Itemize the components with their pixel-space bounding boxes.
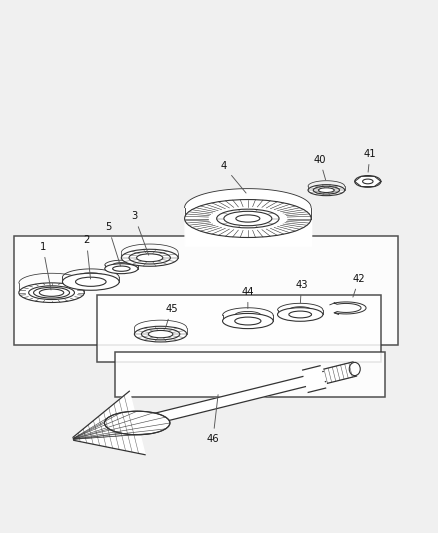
Ellipse shape — [39, 289, 64, 296]
Ellipse shape — [113, 266, 130, 271]
Text: 1: 1 — [39, 242, 51, 290]
Polygon shape — [323, 362, 356, 383]
Text: 45: 45 — [165, 304, 177, 327]
Ellipse shape — [33, 287, 69, 298]
Ellipse shape — [223, 211, 271, 225]
Text: 5: 5 — [105, 222, 120, 266]
Ellipse shape — [313, 186, 339, 194]
Ellipse shape — [62, 273, 119, 290]
Text: 42: 42 — [352, 274, 364, 297]
Ellipse shape — [307, 184, 344, 196]
Ellipse shape — [362, 179, 372, 184]
Polygon shape — [14, 236, 397, 345]
Ellipse shape — [75, 277, 106, 286]
Ellipse shape — [121, 249, 178, 266]
Text: 44: 44 — [241, 287, 254, 309]
Ellipse shape — [288, 311, 311, 318]
Polygon shape — [153, 370, 329, 424]
Text: 4: 4 — [220, 161, 246, 193]
Ellipse shape — [184, 199, 311, 238]
Text: 40: 40 — [313, 155, 325, 180]
Ellipse shape — [141, 328, 180, 340]
Ellipse shape — [28, 286, 74, 300]
Text: 2: 2 — [83, 236, 90, 279]
Ellipse shape — [19, 283, 84, 303]
Text: 43: 43 — [295, 280, 307, 303]
Ellipse shape — [134, 326, 186, 342]
Ellipse shape — [354, 175, 380, 187]
Ellipse shape — [136, 254, 162, 262]
Ellipse shape — [222, 313, 272, 329]
Ellipse shape — [277, 308, 322, 321]
Polygon shape — [115, 352, 385, 398]
Polygon shape — [73, 391, 145, 455]
Ellipse shape — [318, 188, 333, 192]
Ellipse shape — [234, 317, 260, 325]
Polygon shape — [97, 295, 380, 362]
Ellipse shape — [129, 252, 170, 264]
Ellipse shape — [216, 209, 279, 228]
Ellipse shape — [235, 215, 259, 222]
Ellipse shape — [105, 264, 138, 273]
Polygon shape — [333, 302, 365, 314]
Ellipse shape — [349, 362, 360, 376]
Polygon shape — [302, 366, 325, 392]
Ellipse shape — [148, 330, 173, 338]
Ellipse shape — [104, 411, 170, 435]
Text: 3: 3 — [131, 211, 148, 255]
Text: 46: 46 — [206, 394, 219, 444]
Text: 41: 41 — [363, 149, 375, 172]
